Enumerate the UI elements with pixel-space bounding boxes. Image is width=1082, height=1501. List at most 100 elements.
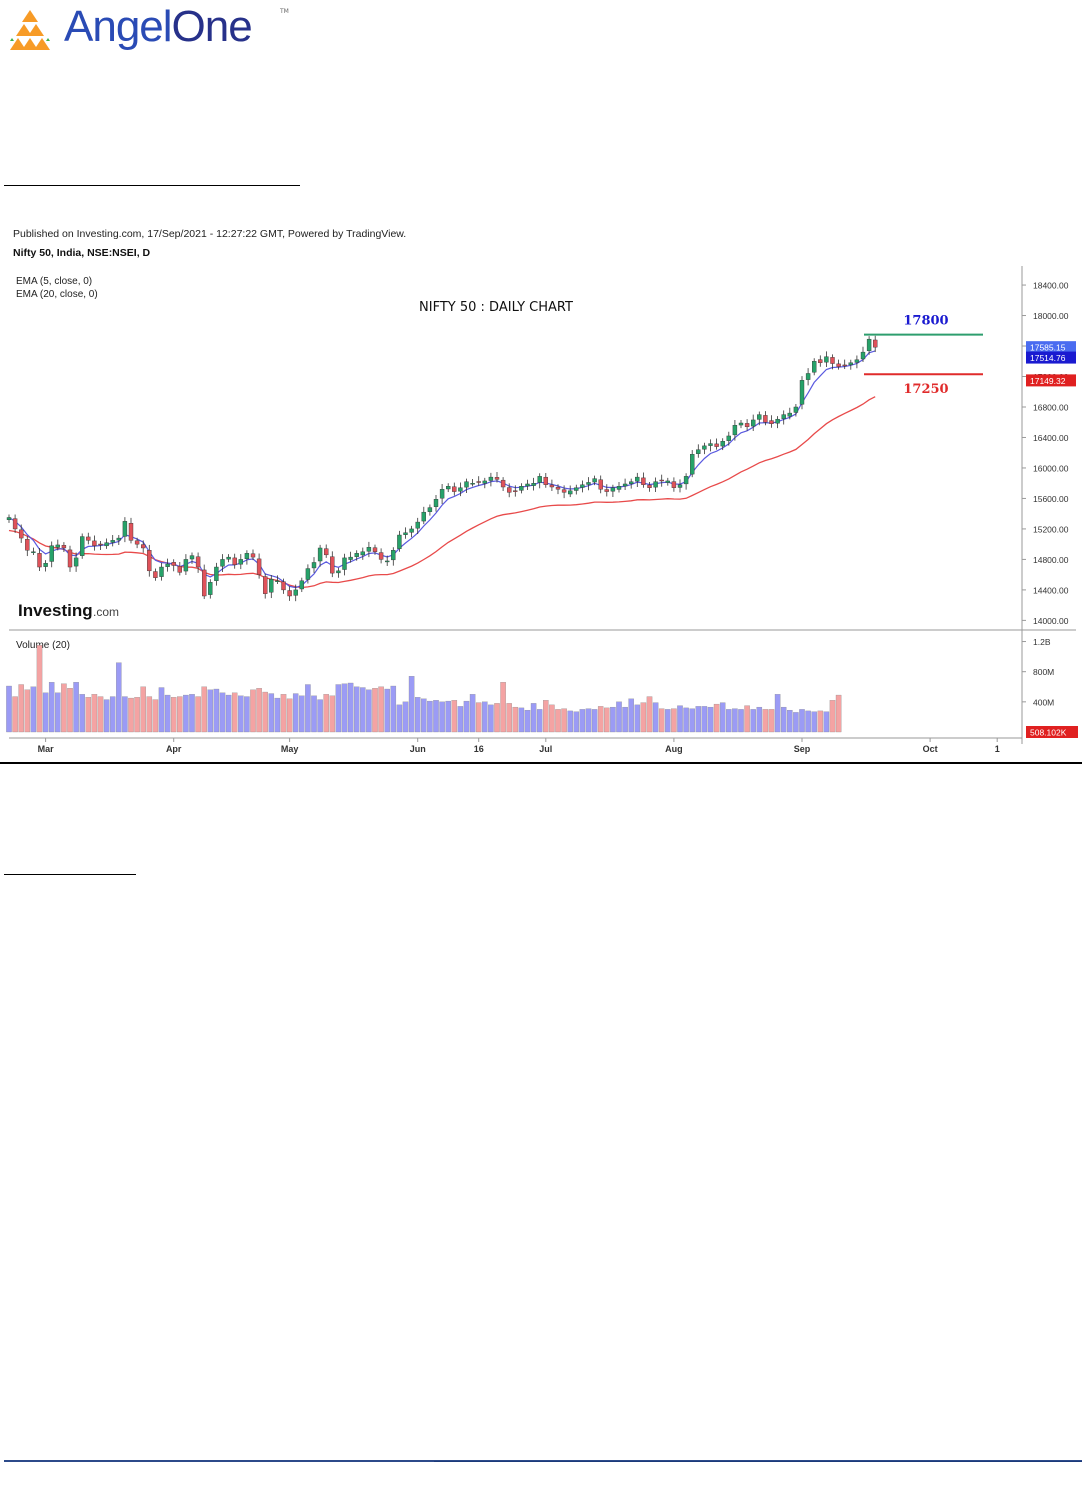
volume-bar bbox=[744, 705, 750, 733]
candle-body bbox=[287, 590, 292, 597]
candle-body bbox=[366, 547, 372, 552]
volume-bar bbox=[360, 687, 366, 733]
candle-body bbox=[232, 557, 237, 565]
volume-bar bbox=[750, 709, 756, 733]
y-tick-label: 15600.00 bbox=[1033, 494, 1069, 504]
vol-tick-label: 800M bbox=[1033, 667, 1054, 677]
volume-bar bbox=[244, 696, 250, 733]
candle-body bbox=[31, 551, 36, 553]
candle-body bbox=[159, 566, 164, 577]
volume-bar bbox=[24, 689, 31, 733]
candle-body bbox=[128, 523, 134, 541]
volume-bar bbox=[207, 689, 214, 733]
x-tick-label: Aug bbox=[665, 744, 683, 754]
candle-body bbox=[775, 418, 780, 424]
candle-body bbox=[397, 534, 402, 549]
candle-body bbox=[677, 484, 683, 488]
ema20-line bbox=[8, 396, 876, 589]
volume-bar bbox=[231, 692, 238, 733]
candle-body bbox=[873, 339, 878, 348]
volume-bar bbox=[683, 707, 689, 733]
candle-body bbox=[305, 568, 311, 580]
volume-bar bbox=[646, 696, 653, 733]
volume-bar bbox=[817, 710, 824, 733]
x-tick-label: 1 bbox=[995, 744, 1000, 754]
volume-bar bbox=[445, 700, 451, 733]
volume-bar bbox=[616, 701, 622, 733]
volume-bar bbox=[177, 696, 183, 733]
volume-bar bbox=[146, 696, 153, 733]
x-tick-label: 16 bbox=[474, 744, 484, 754]
volume-bar bbox=[671, 708, 677, 733]
volume-bar bbox=[61, 683, 67, 733]
resistance-label: 17800 bbox=[903, 314, 948, 329]
vol-tick-label: 400M bbox=[1033, 697, 1054, 707]
volume-bar bbox=[158, 687, 165, 733]
candle-body bbox=[110, 540, 115, 543]
volume-bar bbox=[353, 686, 360, 733]
volume-bar bbox=[665, 709, 671, 733]
candle-body bbox=[427, 507, 433, 512]
volume-bar bbox=[103, 699, 110, 733]
volume-bar bbox=[738, 709, 744, 733]
price-label-text: 17585.15 bbox=[1030, 343, 1066, 353]
volume-bar bbox=[6, 685, 12, 733]
candlestick-chart: 18400.0018000.0017600.0017200.0016800.00… bbox=[6, 266, 1078, 754]
candle-body bbox=[781, 414, 786, 419]
candle-body bbox=[61, 545, 67, 549]
candle-body bbox=[854, 359, 860, 363]
candle-body bbox=[555, 487, 561, 490]
volume-bar bbox=[628, 698, 634, 733]
candle-body bbox=[360, 551, 365, 556]
candle-body bbox=[281, 581, 286, 591]
vol-tick-label: 1.2B bbox=[1033, 637, 1051, 647]
volume-bar bbox=[323, 694, 329, 733]
volume-bar bbox=[652, 702, 659, 733]
volume-bar bbox=[567, 710, 573, 733]
nifty-chart-block: Published on Investing.com, 17/Sep/2021 … bbox=[0, 222, 1082, 767]
volume-bar bbox=[55, 692, 61, 733]
candle-body bbox=[220, 559, 225, 567]
volume-bar bbox=[238, 695, 244, 733]
candle-body bbox=[86, 536, 91, 541]
candle-body bbox=[470, 483, 475, 485]
volume-bar bbox=[262, 691, 268, 733]
volume-bar bbox=[73, 682, 79, 733]
volume-bar bbox=[201, 686, 207, 733]
volume-bar bbox=[494, 703, 500, 733]
candle-body bbox=[269, 579, 274, 593]
volume-bar bbox=[366, 689, 372, 733]
volume-bar bbox=[439, 701, 445, 733]
candle-body bbox=[256, 558, 262, 575]
volume-bar bbox=[793, 712, 799, 733]
volume-bar bbox=[421, 698, 427, 733]
candle-body bbox=[458, 487, 463, 492]
candle-body bbox=[226, 556, 231, 560]
candle-body bbox=[19, 529, 24, 539]
section-underline-2 bbox=[4, 874, 136, 875]
candle-body bbox=[744, 423, 750, 428]
volume-bar bbox=[402, 701, 409, 733]
candle-body bbox=[171, 562, 176, 566]
candle-body bbox=[702, 445, 707, 450]
volume-bar bbox=[463, 700, 470, 733]
footer-rule-accent bbox=[434, 1461, 1082, 1462]
candle-body bbox=[421, 511, 426, 522]
volume-bar bbox=[701, 706, 708, 733]
price-label-box bbox=[1026, 341, 1076, 354]
candle-body bbox=[824, 356, 829, 363]
candle-body bbox=[610, 487, 616, 492]
y-tick-label: 18400.00 bbox=[1033, 281, 1069, 291]
candle-body bbox=[299, 580, 304, 590]
brand-wordmark: AngelOne bbox=[64, 2, 253, 52]
volume-bar bbox=[506, 703, 512, 733]
y-tick-label: 16000.00 bbox=[1033, 463, 1069, 473]
support-label: 17250 bbox=[903, 382, 948, 397]
volume-bar bbox=[543, 700, 549, 733]
volume-last-text: 508.102K bbox=[1030, 728, 1067, 738]
volume-bar bbox=[213, 688, 220, 733]
candle-body bbox=[354, 553, 359, 557]
volume-bar bbox=[433, 700, 439, 733]
volume-bar bbox=[280, 694, 287, 733]
volume-bar bbox=[378, 686, 384, 733]
